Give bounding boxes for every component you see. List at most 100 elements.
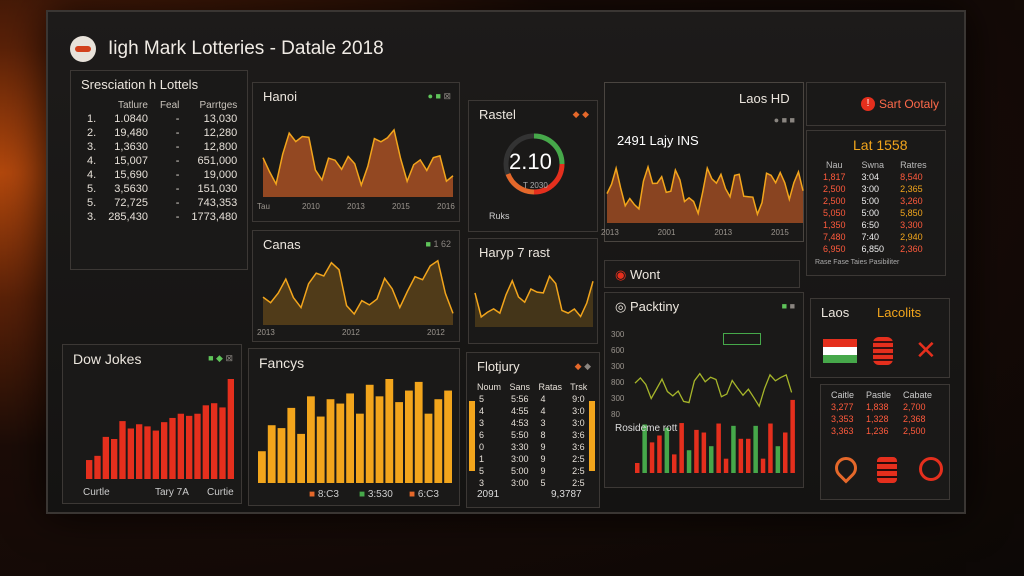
- table-row[interactable]: 7,480 7:40 2,940: [815, 231, 935, 243]
- table-cell: 3,353: [831, 414, 854, 424]
- title-bar: Iigh Mark Lotteries - Datale 2018: [70, 32, 384, 66]
- hanoi-series-line: [262, 128, 454, 188]
- table-row[interactable]: 1 3:00 9 2:5: [473, 453, 591, 465]
- dow-bar: [194, 413, 201, 479]
- rastel-gauge: [503, 133, 565, 195]
- col-header: Ratres: [900, 160, 927, 170]
- packtiny-bar: [746, 438, 751, 473]
- table-cell: 4: [540, 406, 546, 416]
- packtiny-bar: [716, 423, 721, 473]
- fancys-bar: [365, 384, 374, 483]
- table-row[interactable]: 5. 72,725 - 743,353: [81, 196, 243, 210]
- hanoi-tick: 2013: [347, 202, 365, 211]
- fancys-legend-1: ■ 8:C3: [309, 489, 339, 500]
- panel-controls[interactable]: ■ ■: [781, 301, 795, 311]
- close-icon[interactable]: ✕: [915, 335, 937, 365]
- table-row[interactable]: 3. 285,430 -1773,480: [81, 210, 243, 224]
- rastel-sub: T 2030: [523, 181, 548, 190]
- table-row[interactable]: 2. 19,480 - 12,280: [81, 126, 243, 140]
- table-row[interactable]: 1,350 6:50 3,300: [815, 219, 935, 231]
- table-row[interactable]: 3 4:53 3 3:0: [473, 417, 591, 429]
- table-cell: 72,725: [114, 197, 148, 209]
- laos-tick: 2013: [714, 228, 732, 237]
- table-row[interactable]: 5,050 5:00 5,850: [815, 207, 935, 219]
- table-cell: 1: [479, 454, 485, 464]
- table-cell: -: [175, 155, 180, 167]
- table-cell: 9: [540, 466, 546, 476]
- table-cell: 4: [540, 394, 546, 404]
- fancys-bar: [414, 381, 423, 483]
- lottery-list-title: Sresciation h Lottels: [81, 77, 199, 92]
- table-cell: 2,500: [823, 196, 846, 206]
- table-cell: 5:00: [511, 466, 529, 476]
- packtiny-bar: [768, 423, 773, 473]
- table-row[interactable]: 5 5:00 9 2:5: [473, 465, 591, 477]
- table-row[interactable]: 3 3:00 5 2:5: [473, 477, 591, 489]
- haryp-title: Haryp 7 rast: [479, 245, 550, 260]
- table-row[interactable]: 2,500 5:00 3,260: [815, 195, 935, 207]
- database-icon[interactable]: [877, 457, 897, 483]
- col-header: Noum: [477, 382, 502, 392]
- table-row[interactable]: 1. 1.0840 - 13,030: [81, 112, 243, 126]
- fancys-legend-3: ■ 6:C3: [409, 489, 439, 500]
- table-cell: 3:0: [572, 406, 585, 416]
- hanoi-tick: 2015: [392, 202, 410, 211]
- table-row[interactable]: 6,950 6,850 2,360: [815, 243, 935, 255]
- table-row[interactable]: 0 3:30 9 3:6: [473, 441, 591, 453]
- table-row[interactable]: 3,363 1,236 2,500: [825, 425, 938, 437]
- table-cell: 3:00: [861, 184, 880, 194]
- table-cell: 6: [479, 430, 485, 440]
- table-row[interactable]: 6 5:50 8 3:6: [473, 429, 591, 441]
- table-row[interactable]: 1,817 3:04 8,540: [815, 171, 935, 183]
- table-cell: 3:04: [861, 172, 880, 182]
- table-row[interactable]: 4. 15,690 - 19,000: [81, 168, 243, 182]
- dow-bar: [219, 407, 226, 479]
- laos-hd-area-chart: 2013 2001 2013 2015: [601, 164, 804, 237]
- table-row[interactable]: 3,277 1,838 2,700: [825, 401, 938, 413]
- col-header: Tatlure: [117, 100, 148, 111]
- fancys-bar: [307, 396, 315, 483]
- panel-controls[interactable]: ◆ ◆: [574, 361, 591, 371]
- fancys-bar: [316, 416, 325, 483]
- flot-bar-left: [469, 401, 475, 471]
- packtiny-title: ◎ Packtiny: [615, 299, 680, 314]
- col-header: Pastle: [866, 390, 892, 400]
- table-cell: 0: [479, 442, 485, 452]
- packtiny-badge: [723, 333, 761, 345]
- table-row[interactable]: 2,500 3:00 2,365: [815, 183, 935, 195]
- table-cell: 15,007: [114, 155, 148, 167]
- table-cell: 2:5: [572, 478, 585, 488]
- table-row[interactable]: 4. 15,007 - 651,000: [81, 154, 243, 168]
- panel-controls[interactable]: ■ ◆ ⊠: [208, 353, 233, 363]
- col-header: Feal: [159, 100, 180, 111]
- col-header: Sans: [509, 382, 531, 392]
- table-row[interactable]: 5. 3,5630 - 151,030: [81, 182, 243, 196]
- lat-1558-panel: Lat 1558 Nau Swna Ratres 1,817 3:04 8,540 2…: [806, 130, 946, 276]
- target-icon[interactable]: [919, 457, 943, 481]
- lat-title: Lat 1558: [853, 137, 908, 153]
- packtiny-bar: [783, 432, 788, 473]
- dow-bar: [86, 460, 93, 479]
- dow-jokes-title: Dow Jokes: [73, 351, 142, 367]
- panel-controls[interactable]: ◆ ◆: [572, 109, 589, 119]
- table-row[interactable]: 4 4:55 4 3:0: [473, 405, 591, 417]
- laos-hd-sub: 2491 Lajy INS: [617, 133, 699, 148]
- location-pin-icon[interactable]: [830, 452, 862, 484]
- table-cell: 5:50: [511, 430, 529, 440]
- table-cell: 1,3630: [114, 141, 148, 153]
- dow-bar: [186, 415, 193, 479]
- table-row[interactable]: 3,353 1,328 2,368: [825, 413, 938, 425]
- hanoi-panel: Hanoi ● ■ ⊠ Tau 2010 2013 2015 2016: [252, 82, 460, 222]
- packtiny-tick: 800: [611, 378, 625, 387]
- table-cell: 3,363: [831, 426, 854, 436]
- table-cell: 1,236: [866, 426, 889, 436]
- panel-controls[interactable]: ● ■ ⊠: [427, 91, 451, 101]
- panel-controls[interactable]: ■ 1 62: [425, 239, 451, 249]
- table-row[interactable]: 3. 1,3630 - 12,800: [81, 140, 243, 154]
- table-cell: 5,850: [900, 208, 923, 218]
- sort-button[interactable]: ! Sart Ootaly: [806, 82, 946, 126]
- panel-controls[interactable]: ● ■ ■: [773, 115, 795, 125]
- mini-stats-panel: Caitle Pastle Cabate 3,277 1,838 2,700 3,35…: [820, 384, 950, 500]
- table-row[interactable]: 5 5:56 4 9:0: [473, 393, 591, 405]
- packtiny-bar: [701, 432, 707, 473]
